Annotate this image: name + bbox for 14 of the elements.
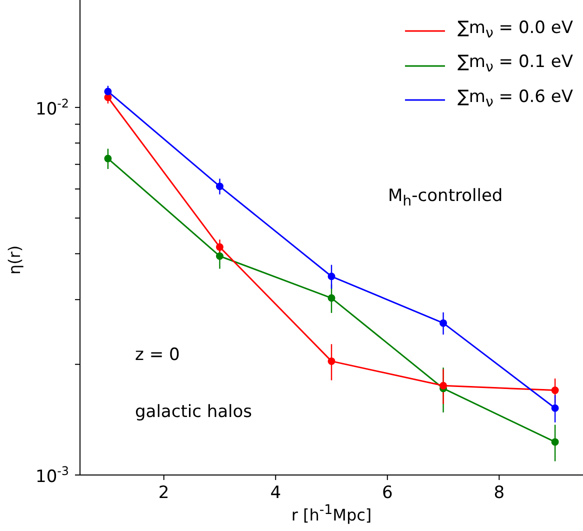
annotation: M$_{h}$-controlled	[388, 186, 503, 210]
x-tick-label: 6	[382, 483, 393, 503]
y-tick-label: 10$^{-2}$	[36, 96, 69, 120]
x-tick-label: 8	[494, 483, 505, 503]
legend-label: ∑m$_{ν}$ = 0.1 eV	[457, 51, 573, 78]
y-axis-title: η(r)	[5, 244, 25, 277]
legend-label: ∑m$_{ν}$ = 0.6 eV	[457, 86, 573, 112]
annotation: galactic halos	[135, 402, 252, 422]
x-axis-title: r [h$^{-1}$Mpc]	[290, 503, 373, 524]
x-tick-label: 4	[270, 483, 282, 503]
y-tick-label: 10$^{-3}$	[36, 464, 69, 487]
x-tick-label: 2	[158, 483, 170, 503]
legend-label: ∑m$_{ν}$ = 0.0 eV	[457, 17, 573, 44]
annotation: z = 0	[135, 345, 180, 365]
